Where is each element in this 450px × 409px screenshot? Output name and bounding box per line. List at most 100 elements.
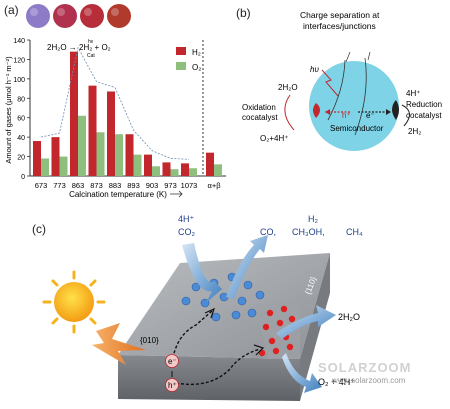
oxidation-label-2: cocatalyst: [242, 113, 278, 122]
bar-H₂-863: [70, 51, 78, 176]
hole-arrowhead: [325, 109, 330, 115]
co2-in-label: CO₂: [178, 227, 196, 237]
x-tick-label: 863: [72, 181, 85, 190]
blue-site-dot: [191, 282, 201, 292]
reduction-arc: [401, 104, 410, 127]
hole-label: h⁺: [342, 111, 351, 120]
red-site-dot: [276, 319, 284, 327]
oxidation-arc: [284, 94, 295, 131]
electron-label: e⁻: [366, 111, 375, 120]
bar-O₂-863: [78, 115, 86, 176]
blue-site-dot: [237, 296, 247, 306]
x-tick-label: 903: [146, 181, 159, 190]
sphere-3: [80, 4, 104, 28]
bar-H₂-1073: [181, 163, 189, 176]
reduction-cocatalyst: [392, 100, 399, 120]
h2-label: 2H₂: [408, 127, 421, 136]
co-label: CO,: [260, 227, 276, 237]
electron-path-head: [204, 307, 215, 319]
semiconductor-sphere: [309, 61, 399, 151]
bar-H₂-973: [162, 162, 171, 176]
electron-label: e⁻: [168, 357, 177, 366]
red-site-dot: [266, 309, 274, 317]
o2-out-arrow: [282, 353, 322, 393]
sphere-4: [107, 4, 131, 28]
sphere-1: [26, 4, 50, 28]
y-tick-label: 140: [13, 38, 25, 45]
blue-site-dot: [181, 296, 191, 306]
bar-O₂-893: [133, 154, 142, 176]
reduction-label-2: cocatalyst: [406, 111, 442, 120]
y-tick-label: 20: [17, 155, 25, 162]
h4-label: 4H⁺: [406, 89, 420, 98]
x-tick-label: 773: [53, 181, 66, 190]
bar-H₂-873: [88, 85, 97, 176]
reaction-equation: 2H₂O → 2H₂ + O₂: [47, 43, 111, 52]
red-site-dot: [272, 347, 280, 355]
o2-label: O₂+4H⁺: [260, 134, 288, 143]
blue-site-dot: [231, 310, 241, 320]
reaction-under-arrow: Cat: [87, 53, 95, 59]
nanoparticle-spheres: [26, 4, 131, 28]
junction-line-right: [354, 57, 367, 136]
oxidation-label-1: Oxidation: [242, 103, 276, 112]
title-line2: interfaces/junctions: [303, 21, 376, 31]
hole-path-head: [253, 344, 265, 356]
bar-H₂-893: [125, 134, 134, 176]
bar-O₂-873: [96, 132, 105, 176]
watermark-url: www.solarzoom.com: [332, 376, 406, 385]
ch4-label: CH₄: [346, 227, 363, 237]
x-tick-label: 873: [90, 181, 103, 190]
blue-site-dot: [255, 290, 265, 300]
y-tick-label: 40: [17, 135, 25, 142]
title-line1: Charge separation at: [300, 10, 380, 20]
red-site-dot: [280, 305, 288, 313]
x-tick-labels: 673 773 863 873 883 893 903 973 1073 α+β: [35, 181, 221, 190]
bar-O₂-α+β: [214, 164, 222, 176]
panel-a-letter: (a): [4, 3, 19, 17]
semiconductor-label: Semiconductor: [330, 124, 384, 133]
sphere-2: [53, 4, 77, 28]
panel-c-diagram: e⁻ h⁺ 4H⁺ CO₂ CO, H₂ CH₃OH, CH₄ {010} {1…: [42, 214, 363, 401]
h2o-in-arrow: [276, 305, 336, 339]
x-tick-label: 893: [127, 181, 140, 190]
crystal-front-face: [118, 355, 300, 401]
bar-O₂-673: [41, 158, 49, 176]
oxidation-sites: [258, 305, 296, 357]
pointer-lines: [345, 51, 371, 63]
hole-circle: [165, 378, 179, 392]
oxidation-cocatalyst: [313, 103, 320, 118]
bar-O₂-773: [59, 156, 68, 176]
electron-arrowhead: [386, 109, 391, 115]
bar-O₂-973: [170, 169, 179, 176]
legend-label-h2: H₂: [192, 48, 201, 57]
panel-a-chart: 0 20 40 60 80 100 120 140 673 773 863 873 883 893 903…: [4, 4, 226, 199]
x-axis-label: Calcination temperature (K): [69, 190, 167, 199]
light-bolt-icon: [92, 323, 146, 365]
x-axis-arrow: [170, 190, 183, 198]
legend-swatch-o2: [176, 62, 186, 70]
o2-label: O₂ + 4H⁺: [318, 377, 355, 387]
panel-c-letter: (c): [32, 222, 46, 236]
y-tick-label: 100: [13, 77, 25, 84]
y-tick-label: 80: [17, 96, 25, 103]
facet-010-label: {010}: [140, 336, 159, 345]
y-axis-label: Amount of gases (μmol h⁻¹ m⁻²): [4, 56, 13, 164]
sun-icon: [42, 270, 106, 334]
bars: [33, 51, 222, 176]
photon-zigzag: [321, 69, 339, 97]
blue-site-dot: [247, 308, 257, 318]
legend-label-o2: O₂: [192, 63, 201, 72]
blue-site-dot: [243, 280, 253, 290]
watermark-brand: SOLARZOOM: [318, 360, 412, 375]
red-site-dot: [262, 323, 270, 331]
ch3oh-label: CH₃OH,: [292, 227, 325, 237]
hv-label: hυ: [310, 65, 319, 74]
reaction-over-arrow: hν: [88, 39, 94, 45]
legend-swatch-h2: [176, 47, 186, 55]
red-site-dot: [288, 315, 296, 323]
bar-O₂-1073: [189, 168, 197, 176]
h4-label: 4H⁺: [178, 214, 195, 224]
crystal-right-face: [300, 253, 330, 401]
bar-O₂-903: [152, 166, 160, 176]
